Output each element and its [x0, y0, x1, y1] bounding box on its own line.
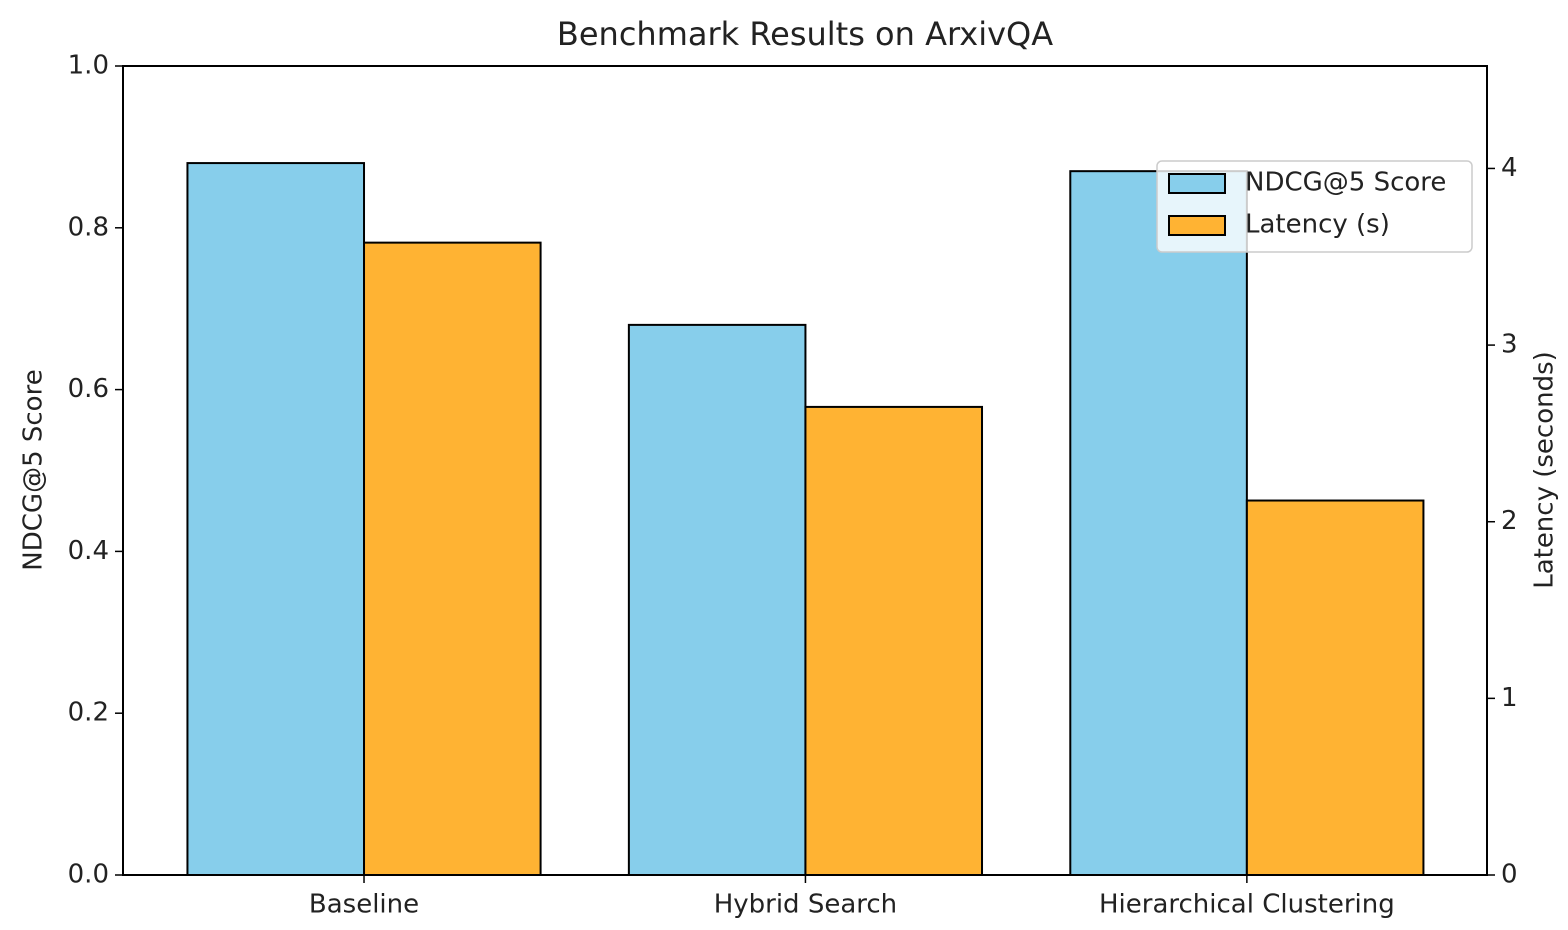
y-tick-label: 0.8 [68, 212, 109, 242]
y-tick-label: 0.4 [68, 536, 109, 566]
x-tick-label: Baseline [309, 890, 419, 920]
x-tick-label: Hierarchical Clustering [1099, 890, 1395, 920]
y-tick-label: 0.0 [68, 860, 109, 890]
bar [1069, 170, 1248, 877]
x-tick-label: Hybrid Search [714, 890, 897, 920]
y-tick-label: 0.6 [68, 374, 109, 404]
bar [804, 405, 984, 876]
y-tick-label: 1.0 [68, 51, 109, 81]
bar [186, 162, 366, 876]
y2-tick-label: 3 [1501, 330, 1518, 360]
bar [1245, 499, 1425, 876]
y-tick-label: 0.2 [68, 698, 109, 728]
plot-frame [122, 65, 1488, 876]
y2-axis-label: Latency (seconds) [1530, 351, 1560, 589]
legend-label: NDCG@5 Score [1245, 168, 1446, 198]
y2-tick-label: 0 [1501, 860, 1518, 890]
bar [627, 323, 807, 876]
legend-label: Latency (s) [1245, 210, 1390, 240]
y2-tick-label: 1 [1501, 683, 1518, 713]
chart-title: Benchmark Results on ArxivQA [557, 15, 1053, 53]
legend-swatch [1168, 173, 1226, 194]
y2-tick-label: 2 [1501, 506, 1518, 536]
legend-swatch [1168, 215, 1226, 236]
legend-box [1156, 160, 1473, 253]
y2-tick-label: 4 [1501, 153, 1518, 183]
bar [363, 241, 542, 876]
y-axis-label: NDCG@5 Score [19, 369, 49, 570]
